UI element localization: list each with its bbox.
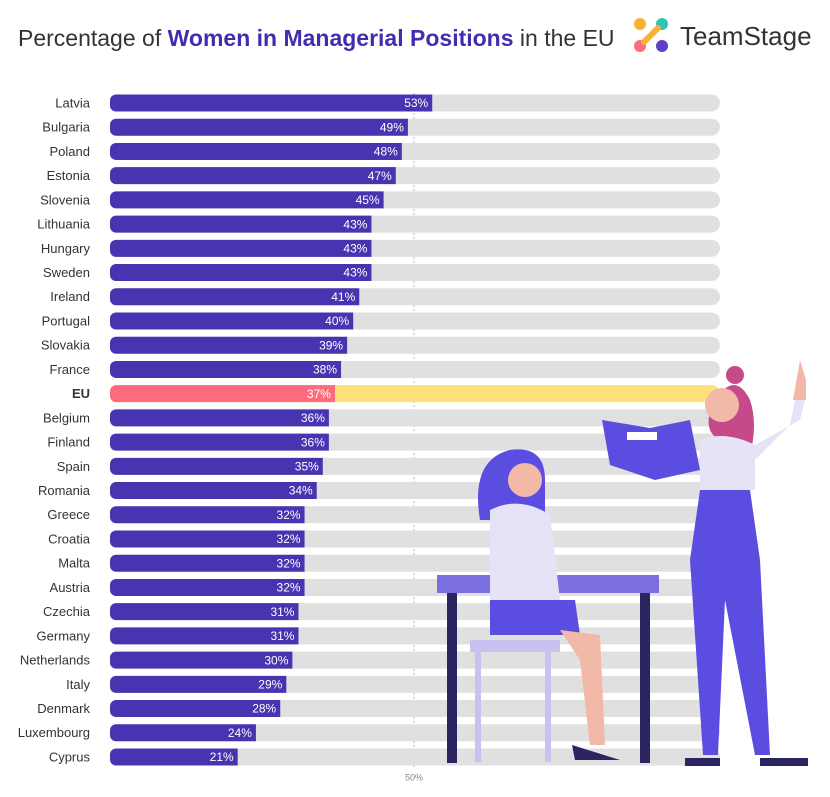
category-label: EU — [72, 386, 90, 401]
illustration — [437, 360, 808, 766]
category-label: Greece — [47, 507, 90, 522]
category-label: Lithuania — [37, 217, 91, 232]
bar — [110, 578, 305, 596]
bar — [110, 385, 335, 403]
bar — [110, 748, 238, 766]
bar — [110, 603, 299, 621]
bar — [110, 360, 342, 378]
category-label: Romania — [38, 483, 91, 498]
logo-text: TeamStage — [680, 21, 812, 51]
value-label: 31% — [270, 605, 294, 619]
bar — [110, 651, 293, 669]
bar — [110, 482, 317, 500]
category-label: Netherlands — [20, 653, 91, 668]
category-label: Luxembourg — [18, 725, 90, 740]
category-label: Malta — [58, 556, 91, 571]
category-label: Portugal — [42, 313, 91, 328]
bar — [110, 191, 384, 209]
bar — [110, 433, 329, 451]
value-label: 49% — [380, 120, 404, 134]
bar — [110, 118, 408, 136]
value-label: 21% — [210, 750, 234, 764]
value-label: 36% — [301, 411, 325, 425]
bar-track — [110, 724, 720, 742]
bar — [110, 457, 323, 475]
value-label: 38% — [313, 363, 337, 377]
bar — [110, 312, 354, 330]
bar — [110, 506, 305, 524]
category-label: Germany — [37, 628, 91, 643]
value-label: 48% — [374, 145, 398, 159]
bar — [110, 94, 433, 112]
category-label: Croatia — [48, 531, 91, 546]
bar — [110, 700, 281, 718]
bar — [110, 724, 256, 742]
value-label: 43% — [343, 266, 367, 280]
value-label: 47% — [368, 169, 392, 183]
category-label: Bulgaria — [42, 120, 90, 135]
bar — [110, 675, 287, 693]
value-label: 45% — [356, 193, 380, 207]
bar — [110, 239, 372, 257]
category-label: Italy — [66, 677, 90, 692]
category-label: Slovenia — [40, 192, 91, 207]
value-label: 32% — [277, 532, 301, 546]
value-label: 39% — [319, 338, 343, 352]
category-label: Czechia — [43, 604, 91, 619]
value-label: 36% — [301, 435, 325, 449]
bar — [110, 167, 396, 185]
title-part: Percentage of — [18, 25, 162, 51]
bar — [110, 336, 348, 354]
category-label: Belgium — [43, 410, 90, 425]
value-label: 32% — [277, 508, 301, 522]
category-label: Spain — [57, 459, 90, 474]
chart-title: Percentage of Women in Managerial Positi… — [18, 25, 615, 51]
value-label: 43% — [343, 242, 367, 256]
value-label: 37% — [307, 387, 331, 401]
category-label: Finland — [47, 435, 90, 450]
value-label: 31% — [270, 629, 294, 643]
category-label: Ireland — [50, 289, 90, 304]
title-part: in the EU — [520, 25, 615, 51]
value-label: 53% — [404, 96, 428, 110]
value-label: 34% — [289, 484, 313, 498]
category-label: Estonia — [47, 168, 91, 183]
value-label: 30% — [264, 653, 288, 667]
category-label: Slovakia — [41, 338, 91, 353]
bar — [110, 142, 402, 160]
bar — [110, 288, 360, 306]
category-label: Sweden — [43, 265, 90, 280]
bar — [110, 554, 305, 572]
title-part: Women in Managerial Positions — [168, 25, 514, 51]
bar-track — [110, 748, 720, 766]
category-label: Poland — [50, 144, 90, 159]
category-label: Denmark — [37, 701, 90, 716]
bar — [110, 264, 372, 282]
value-label: 32% — [277, 556, 301, 570]
value-label: 40% — [325, 314, 349, 328]
bar — [110, 409, 329, 427]
category-label: France — [50, 362, 90, 377]
x-tick-label: 50% — [405, 772, 423, 782]
category-label: Austria — [50, 580, 91, 595]
value-label: 43% — [343, 217, 367, 231]
category-label: Latvia — [55, 95, 90, 110]
value-label: 32% — [277, 581, 301, 595]
value-label: 41% — [331, 290, 355, 304]
value-label: 35% — [295, 460, 319, 474]
category-label: Cyprus — [49, 749, 91, 764]
bar — [110, 627, 299, 645]
bar — [110, 530, 305, 548]
value-label: 29% — [258, 678, 282, 692]
category-label: Hungary — [41, 241, 91, 256]
logo-icon — [634, 18, 668, 52]
value-label: 24% — [228, 726, 252, 740]
bar — [110, 215, 372, 233]
value-label: 28% — [252, 702, 276, 716]
